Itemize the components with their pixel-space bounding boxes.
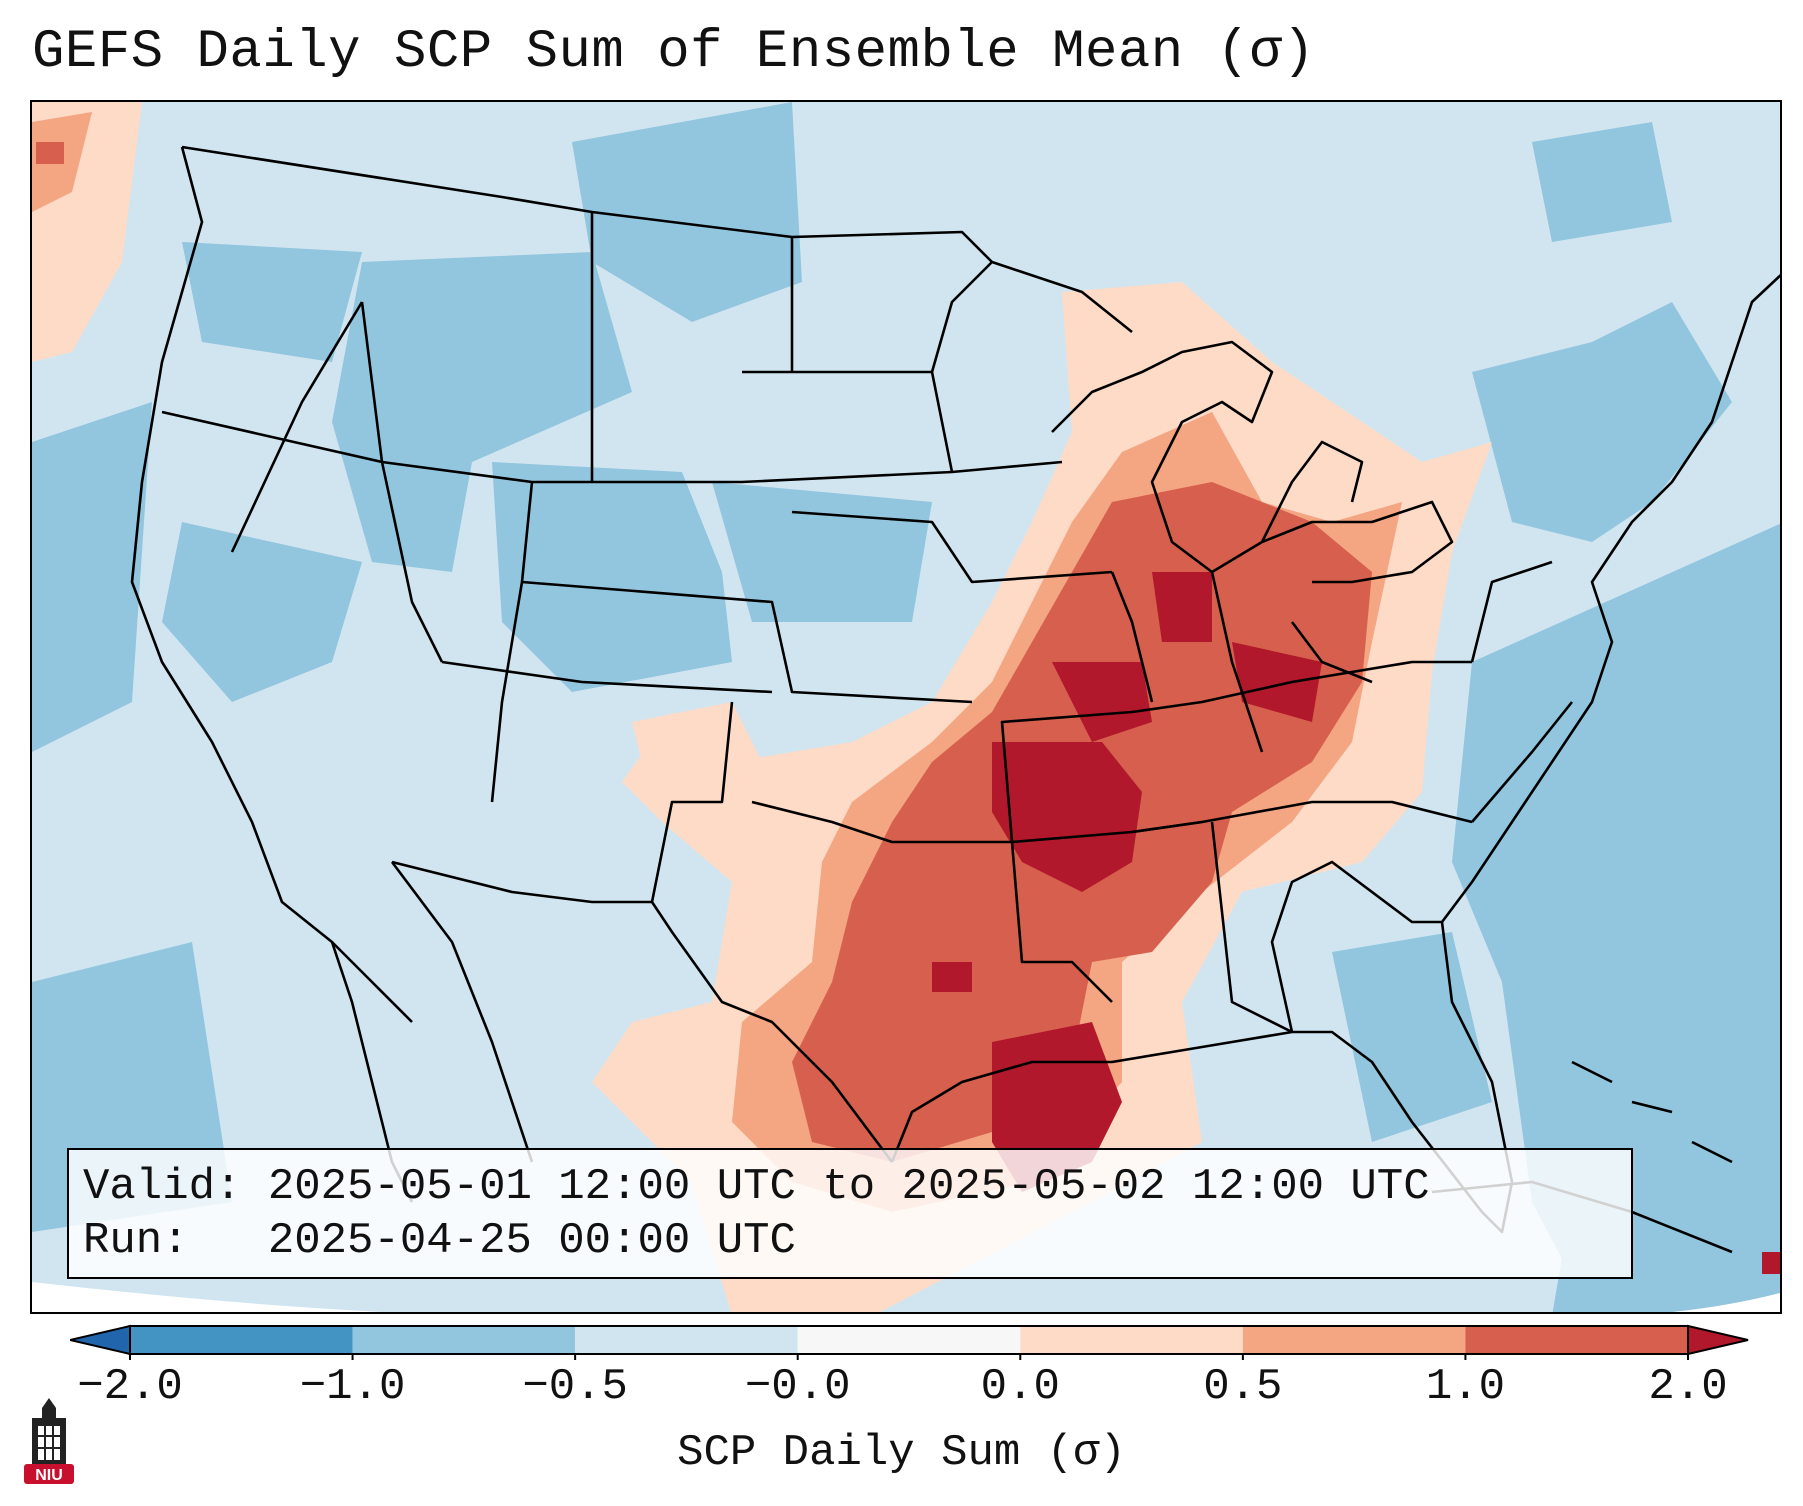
- niu-logo-text: NIU: [35, 1467, 63, 1484]
- colorbar-bin: [1465, 1326, 1688, 1354]
- colorbar-bin: [352, 1326, 576, 1354]
- colorbar-bin: [130, 1326, 353, 1354]
- colorbar-tick-label: −0.0: [744, 1362, 851, 1412]
- valid-time-line: Valid: 2025-05-01 12:00 UTC to 2025-05-0…: [83, 1162, 1430, 1212]
- colorbar-label: SCP Daily Sum (σ): [677, 1428, 1126, 1478]
- run-time-line: Run: 2025-04-25 00:00 UTC: [83, 1216, 796, 1266]
- colorbar-over-extension: [1687, 1324, 1749, 1356]
- boundaries: [130, 145, 1780, 1254]
- colorbar-tick-label: 0.5: [1203, 1362, 1283, 1412]
- valid-run-info-box: Valid: 2025-05-01 12:00 UTC to 2025-05-0…: [67, 1148, 1633, 1279]
- projection-edge: [32, 1282, 1780, 1312]
- colorbar-tick-label: −1.0: [299, 1362, 406, 1412]
- colorbar-bin: [797, 1326, 1021, 1354]
- colorbar-tick-label: −0.5: [522, 1362, 628, 1412]
- colorbar-bin: [1242, 1326, 1466, 1354]
- colorbar-tick-label: 1.0: [1425, 1362, 1506, 1412]
- scp-anomaly-map: [32, 102, 1780, 1312]
- colorbar-under-extension: [70, 1324, 131, 1356]
- colorbar-tick-label: −2.0: [77, 1362, 183, 1412]
- colorbar-bin: [1020, 1326, 1243, 1354]
- northwest-warm-area: [32, 102, 142, 362]
- chart-title: GEFS Daily SCP Sum of Ensemble Mean (σ): [32, 22, 1316, 83]
- colorbar: [70, 1324, 1749, 1360]
- colorbar-bin: [575, 1326, 798, 1354]
- niu-tower-icon: NIU: [24, 1398, 74, 1484]
- colorbar-outline: [129, 1325, 1689, 1355]
- map-panel: [30, 100, 1782, 1314]
- colorbar-tick-label: 0.0: [980, 1362, 1060, 1412]
- colorbar-tick-label: 2.0: [1648, 1362, 1728, 1412]
- niu-logo: NIU: [22, 1396, 76, 1486]
